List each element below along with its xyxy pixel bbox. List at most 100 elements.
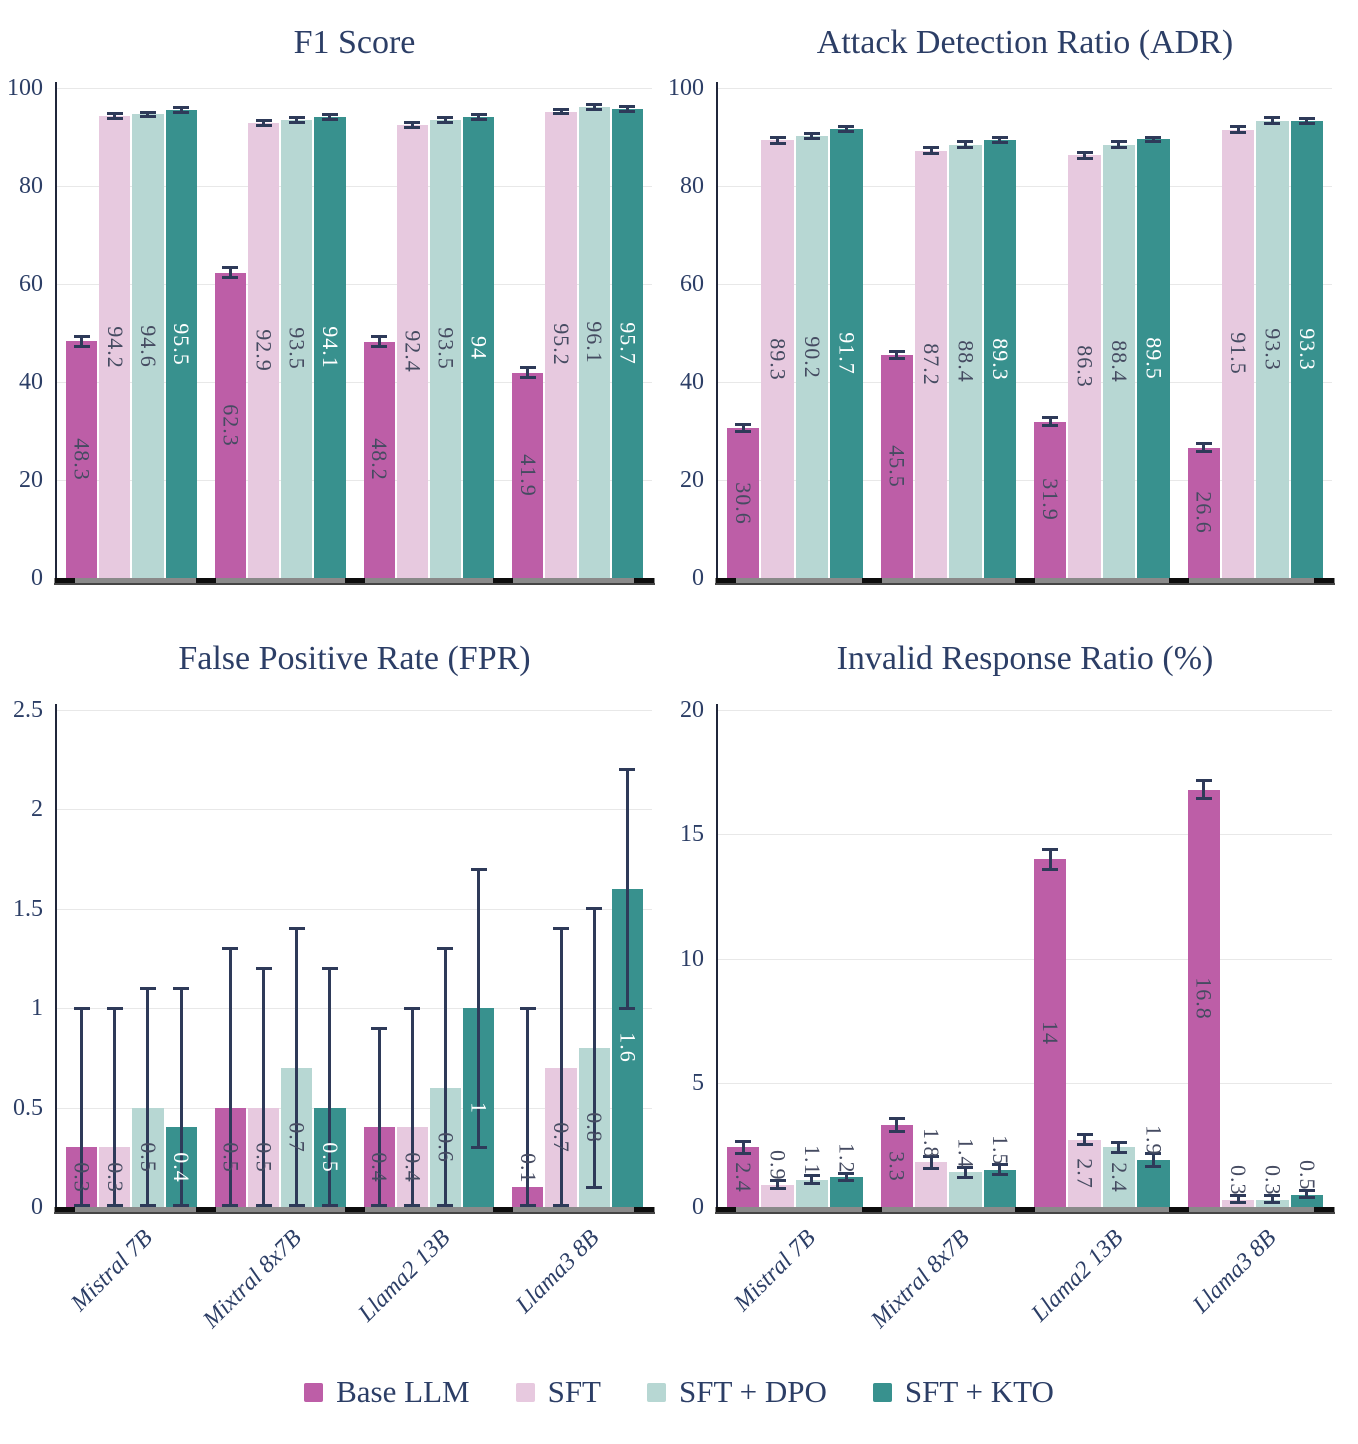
error-bar-cap-top [470,867,487,871]
error-bar-cap-top [73,334,90,338]
bar-value-label: 0.4 [367,1152,393,1183]
bar-value-label: 94.1 [317,326,343,369]
x-axis-tick [634,578,654,583]
bar-SFT-Mistral7B [761,1184,794,1207]
y-tick-label: 20 [680,697,704,723]
bar-value-label: 0.3 [1226,1165,1252,1196]
x-axis-label-text: Llama2 13B [1026,1225,1129,1327]
error-bar-cap-bottom [888,357,905,361]
error-bar-cap-bottom [803,1181,820,1185]
error-bar-cap-bottom [288,1203,305,1207]
error-bar-cap-bottom [553,112,570,116]
error-bar [1270,117,1274,124]
bar-value-label: 92.4 [400,330,426,373]
x-axis-tick [634,1207,654,1212]
error-bar [410,122,414,128]
error-bar-cap-bottom [173,1203,190,1207]
error-bar-cap-top [957,1165,974,1169]
legend-item-SFTKTO: SFT + KTO [872,1374,1054,1410]
bar-value-label: 0.9 [765,1150,791,1181]
bar-value-label: 92.9 [251,329,277,372]
error-bar [844,1173,848,1181]
bar-value-label: 0.5 [135,1142,161,1173]
error-bar-cap-top [991,136,1008,140]
error-bar-cap-top [735,1139,752,1143]
error-bar [526,1008,530,1206]
error-bar-cap-bottom [519,1203,536,1207]
error-bar [1151,1153,1155,1166]
bar-value-label: 0.6 [433,1132,459,1163]
gridline [718,834,1332,836]
error-bar-cap-top [255,118,272,122]
error-bar-cap-bottom [1110,1150,1127,1154]
error-bar-cap-top [888,1117,905,1121]
y-tick-label: 80 [19,173,43,199]
error-bar-cap-top [1042,847,1059,851]
error-bar [1305,1190,1309,1198]
legend-marker-icon [647,1382,666,1402]
bar-value-label: 2.4 [1106,1161,1132,1193]
error-bar-cap-bottom [139,115,156,119]
gridline [718,958,1332,960]
bar-value-label: 1.8 [919,1127,945,1159]
error-bar-cap-top [222,266,239,270]
bar-SFTKTO-Mixtral8x7B [983,140,1016,578]
bar-SFTDPO-Llama213B [1102,144,1136,578]
bar-value-label: 89.3 [987,337,1013,381]
y-tick-label: 0 [692,565,704,591]
error-bar-cap-top [437,115,454,119]
y-axis-line [716,82,718,583]
error-bar-cap-top [1145,1152,1162,1156]
error-bar-cap-top [619,768,636,772]
error-bar-cap-bottom [888,1129,905,1133]
bar-SFTKTO-Llama213B [1137,1159,1170,1207]
error-bar [998,1164,1002,1175]
gridline [57,809,652,811]
error-bar [328,114,332,120]
bar-SFTKTO-Llama38B [1290,1194,1323,1207]
y-tick-label: 100 [7,75,43,101]
bar-value-label: 0.3 [102,1161,128,1193]
y-tick-label: 5 [692,1069,704,1096]
bar-value-label: 1.6 [615,1032,641,1064]
error-bar [146,988,150,1206]
x-axis-tick [493,578,514,583]
error-bar [1048,417,1052,426]
error-bar [262,968,266,1206]
error-bar-cap-bottom [838,1179,855,1183]
legend-marker-icon [304,1382,324,1402]
bar-SFTKTO-Mistral7B [830,128,863,578]
error-bar-cap-bottom [991,141,1008,145]
error-bar-cap-bottom [288,120,305,124]
error-bar-cap-bottom [321,117,338,121]
bar-value-label: 2.7 [1072,1158,1098,1189]
y-tick-label: 2 [31,796,43,823]
error-bar-cap-top [957,140,974,144]
bar-value-label: 93.5 [284,327,310,371]
error-bar [895,1118,899,1132]
y-tick-label: 0 [692,1194,704,1220]
error-bar-cap-top [404,1006,421,1010]
bar-SFT-Llama213B [396,125,428,578]
error-bar [477,114,481,120]
legend-label: SFT + DPO [679,1374,827,1409]
error-bar-cap-bottom [222,1203,239,1207]
error-bar-cap-top [923,1154,940,1158]
bar-SFTDPO-Mixtral8x7B [281,119,313,578]
bar-BaseLLM-Llama38B [1187,447,1220,578]
bar-SFTKTO-Llama213B [1137,139,1170,578]
error-bar-cap-top [321,966,338,970]
error-bar [1236,1195,1240,1203]
error-bar-cap-bottom [1042,867,1059,871]
bar-value-label: 0.5 [218,1142,244,1173]
error-bar-cap-bottom [957,1175,974,1179]
bar-BaseLLM-Mistral7B [727,428,760,578]
bar-value-label: 96.1 [582,321,608,364]
error-bar-cap-bottom [991,1173,1008,1177]
bar-SFT-Llama38B [545,111,577,578]
bar-value-label: 94.2 [102,325,128,369]
error-bar [559,109,563,114]
error-bar-cap-bottom [470,1145,487,1149]
error-bar-cap-top [586,907,603,911]
gridline [57,88,652,89]
